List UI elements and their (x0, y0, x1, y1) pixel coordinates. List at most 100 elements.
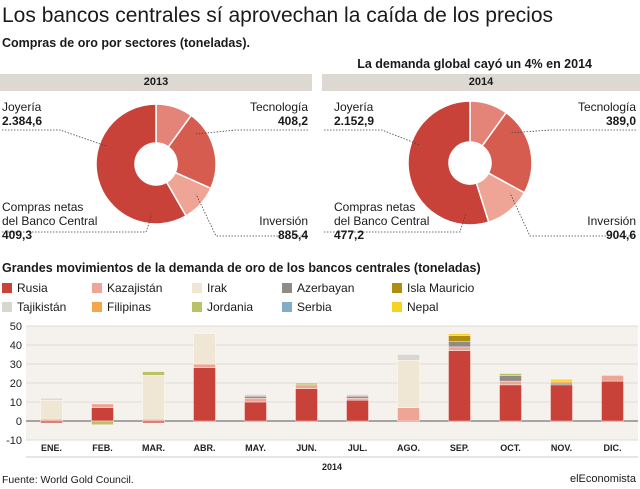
legend-label: Rusia (17, 281, 48, 295)
label-banco-2014-name-1: Compras netas (334, 200, 416, 214)
legend-swatch (392, 283, 402, 293)
leader-inversion-2014 (509, 192, 636, 237)
year-bar-2014: 2014 (322, 74, 640, 91)
bar-segment-tajikistán (244, 394, 267, 397)
bar-segment-rusia (40, 420, 63, 424)
bar-segment-azerbayan (244, 396, 267, 399)
bar-segment-tajikistán (40, 397, 63, 401)
legend-swatch (192, 283, 202, 293)
label-joyeria-2013-name: Joyería (2, 100, 42, 114)
legend-item-serbia: Serbia (282, 300, 332, 314)
bar-segment-jordania (142, 371, 165, 376)
bar-segment-irak (397, 360, 420, 408)
label-inversion-2014: Inversión 904,6 (520, 214, 636, 242)
label-tecnologia-2013-value: 408,2 (277, 114, 308, 128)
legend-label: Jordania (207, 300, 254, 314)
legend-swatch (392, 302, 402, 312)
legend-label: Tajikistán (17, 300, 67, 314)
slice-inversion-2013 (167, 114, 217, 190)
legend-item-jordania: Jordania (192, 300, 253, 314)
bar-segment-azerbayan (448, 341, 471, 348)
source-note: Fuente: World Gold Council. (2, 474, 134, 486)
legend-swatch (282, 302, 292, 312)
bar-segment-rusia (91, 407, 114, 422)
leader-tecnologia-2013 (195, 129, 308, 135)
slice-joyeria-2013 (95, 103, 188, 225)
label-tecnologia-2014-value: 389,0 (605, 114, 636, 128)
bar-segment-irak (40, 399, 63, 420)
legend-swatch (92, 302, 102, 312)
page-title: Los bancos centrales sí aprovechan la ca… (2, 4, 553, 27)
label-tecnologia-2013: Tecnología 408,2 (200, 100, 308, 128)
label-banco-2013-name-1: Compras netas (2, 200, 84, 214)
pie-section-subtitle: Compras de oro por sectores (toneladas). (2, 36, 250, 50)
legend-item-filipinas: Filipinas (92, 300, 151, 314)
x-tick-label: NOV. (551, 443, 572, 453)
bar-segment-rusia (142, 420, 165, 424)
bar-segment-kazajistán (601, 375, 624, 382)
legend-swatch (2, 283, 12, 293)
label-joyeria-2014-value: 2.152,9 (334, 114, 375, 128)
label-inversion-2013-name: Inversión (259, 214, 308, 228)
slice-inversion-2014 (481, 111, 533, 194)
bar-segment-isla-mauricio (448, 335, 471, 342)
bar-segment-irak (142, 375, 165, 420)
bar-segment-kazajistán (448, 346, 471, 351)
x-tick-label: JUN. (296, 443, 317, 453)
legend-item-isla-mauricio: Isla Mauricio (392, 281, 474, 295)
bar-segment-kazajistán (295, 384, 318, 389)
bar-segment-jordania (295, 382, 318, 386)
bar-segment-kazajistán (244, 397, 267, 403)
legend-item-azerbayan: Azerbayan (282, 281, 354, 295)
bar-segment-kazajistán (91, 403, 114, 408)
label-inversion-2013-value: 885,4 (277, 228, 308, 242)
x-tick-label: AGO. (397, 443, 420, 453)
slice-joyeria-2014 (407, 100, 490, 226)
bar-segment-rusia (550, 384, 573, 422)
x-tick-label: ABR. (194, 443, 216, 453)
legend-item-rusia: Rusia (2, 281, 48, 295)
legend-item-nepal: Nepal (392, 300, 438, 314)
leader-inversion-2013 (195, 193, 308, 237)
bar-segment-nepal (550, 379, 573, 382)
legend-item-tajikistán: Tajikistán (2, 300, 66, 314)
legend-item-kazajistán: Kazajistán (92, 281, 162, 295)
bar-segment-nepal (448, 333, 471, 336)
bar-segment-irak (193, 333, 216, 365)
bar-segment-tajikistán (346, 394, 369, 397)
legend-item-irak: Irak (192, 281, 227, 295)
x-axis-label: 2014 (322, 462, 342, 472)
legend-label: Filipinas (107, 300, 152, 314)
label-tecnologia-2013-name: Tecnología (249, 100, 308, 114)
headline-2014: La demanda global cayó un 4% en 2014 (357, 57, 592, 71)
x-tick-label: MAY. (245, 443, 266, 453)
bar-segment-kazajistán (142, 418, 165, 422)
bar-segment-filipinas (550, 380, 573, 384)
bar-segment-jordania (91, 420, 114, 425)
y-tick-label: 40 (10, 340, 22, 352)
bar-section-title: Grandes movimientos de la demanda de oro… (2, 261, 481, 275)
bar-segment-kazajistán (40, 418, 63, 422)
bar-segment-azerbayan (346, 396, 369, 399)
y-tick-label: 50 (10, 321, 22, 333)
x-tick-label: FEB. (92, 443, 113, 453)
leader-tecnologia-2014 (509, 129, 636, 134)
label-banco-2013-name-2: del Banco Central (2, 214, 98, 228)
bar-segment-tajikistán (397, 354, 420, 361)
label-inversion-2013: Inversión 885,4 (200, 214, 308, 242)
legend-swatch (2, 302, 12, 312)
x-tick-label: MAR. (142, 443, 165, 453)
label-banco-2014-value: 477,2 (334, 228, 365, 242)
donut-charts (2, 100, 636, 237)
bar-segment-rusia (295, 388, 318, 422)
bar-segment-azerbayan (499, 375, 522, 382)
bar-segment-kazajistán (193, 363, 216, 368)
legend-swatch (192, 302, 202, 312)
x-tick-label: SEP. (450, 443, 469, 453)
label-joyeria-2013: Joyería 2.384,6 (2, 100, 42, 128)
legend-label: Azerbayan (297, 281, 355, 295)
label-banco-2014: Compras netas del Banco Central 477,2 (334, 200, 429, 242)
y-tick-label: -10 (6, 435, 22, 447)
leader-joyeria-2014 (324, 129, 421, 146)
